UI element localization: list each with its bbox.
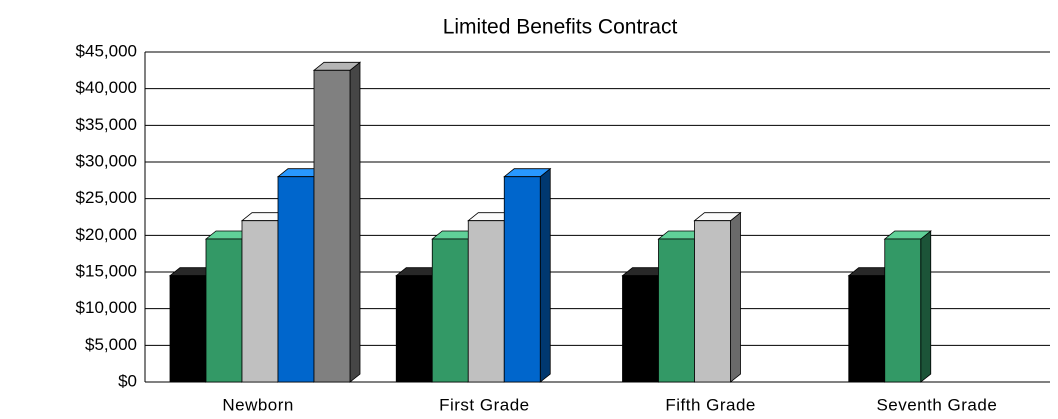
y-tick-label: $0	[118, 371, 137, 390]
x-tick-label: Fifth Grade	[665, 395, 756, 414]
y-tick-label: $25,000	[76, 188, 137, 207]
bar-face	[205, 238, 243, 383]
bar-face	[848, 275, 886, 383]
bar-face	[503, 176, 541, 383]
y-tick-label: $30,000	[76, 151, 137, 170]
chart-title: Limited Benefits Contract	[443, 16, 678, 39]
y-tick-label: $5,000	[85, 335, 137, 354]
y-tick-label: $40,000	[76, 78, 137, 97]
bar	[883, 230, 932, 383]
bar-face	[920, 230, 932, 383]
bar-face	[884, 238, 922, 383]
bar-face	[349, 61, 361, 383]
bar-face	[169, 275, 207, 383]
bar-face	[467, 220, 505, 383]
bar	[693, 211, 742, 383]
y-tick-label: $45,000	[76, 41, 137, 60]
y-tick-label: $20,000	[76, 225, 137, 244]
bar-face	[658, 238, 695, 383]
bar-face	[622, 275, 659, 383]
bar	[503, 167, 552, 383]
bar-face	[694, 220, 731, 383]
bar-face	[539, 167, 551, 383]
bar-face	[730, 211, 741, 383]
bar-face	[241, 220, 279, 383]
bar-face	[313, 69, 351, 383]
x-tick-label: First Grade	[439, 395, 530, 414]
bar-face	[395, 275, 433, 383]
y-tick-label: $15,000	[76, 261, 137, 280]
y-tick-label: $10,000	[76, 298, 137, 317]
bar	[312, 61, 362, 383]
y-tick-label: $35,000	[76, 115, 137, 134]
bar-face	[277, 176, 315, 383]
x-tick-label: Seventh Grade	[876, 395, 997, 414]
bar-face	[431, 238, 469, 383]
x-tick-label: Newborn	[222, 395, 294, 414]
